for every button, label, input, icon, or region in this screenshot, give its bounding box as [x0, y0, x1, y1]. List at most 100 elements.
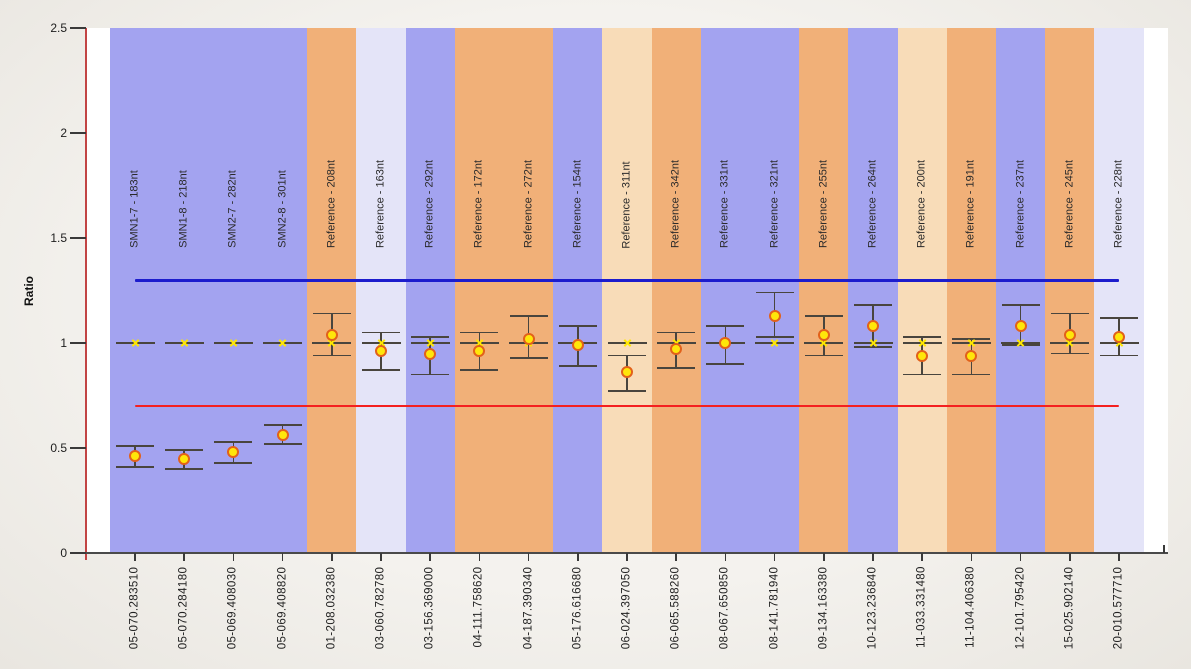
- y-tick-label: 2.5: [50, 21, 67, 35]
- expected-ratio-x-icon: [229, 339, 238, 348]
- x-axis-label: 04-111.758620: [472, 566, 485, 647]
- probe-band-blue: [110, 28, 161, 553]
- probe-label: Reference - 264nt: [866, 159, 879, 249]
- x-tick: [970, 553, 973, 561]
- error-bar-bottom-cap: [706, 363, 745, 365]
- data-point[interactable]: [424, 347, 437, 360]
- data-point[interactable]: [325, 328, 338, 341]
- data-point[interactable]: [965, 349, 978, 362]
- probe-label: SMN2-8 - 301nt: [276, 170, 289, 248]
- error-bar-bottom-cap: [1050, 352, 1089, 355]
- x-tick: [1069, 553, 1071, 561]
- x-tick: [478, 553, 481, 561]
- error-bar-bottom-cap: [116, 466, 154, 468]
- data-point[interactable]: [768, 309, 781, 322]
- probe-label: Reference - 191nt: [964, 159, 977, 249]
- y-tick: [70, 237, 86, 239]
- x-tick: [1019, 553, 1022, 561]
- probe-label: Reference - 163nt: [374, 159, 387, 249]
- x-tick: [429, 553, 431, 561]
- probe-label: Reference - 272nt: [522, 159, 535, 249]
- x-tick: [823, 553, 825, 561]
- y-tick-label: 0: [60, 546, 67, 560]
- probe-band-peach: [897, 28, 948, 553]
- expected-ratio-x-icon: [1016, 339, 1025, 348]
- expected-ratio-x-icon: [426, 339, 435, 348]
- error-bar-top-cap: [1100, 316, 1138, 319]
- probe-band-blue: [258, 28, 308, 553]
- probe-band-orange: [454, 28, 505, 553]
- probe-label: Reference - 342nt: [669, 159, 682, 249]
- x-tick: [331, 553, 333, 561]
- x-tick: [724, 553, 727, 561]
- x-axis-label: 01-208.032380: [325, 566, 338, 649]
- probe-label: Reference - 228nt: [1112, 159, 1125, 249]
- x-axis-label: 15-025.902140: [1063, 566, 1076, 649]
- expected-ratio-x-icon: [623, 339, 632, 348]
- x-tick: [872, 553, 874, 561]
- data-point[interactable]: [621, 366, 633, 379]
- data-point[interactable]: [817, 328, 830, 341]
- x-axis-label: 08-067.650850: [718, 566, 731, 649]
- probe-label: Reference - 237nt: [1014, 159, 1027, 249]
- probe-label: Reference - 321nt: [768, 159, 781, 249]
- data-point[interactable]: [276, 429, 289, 442]
- lower-threshold-line: [135, 404, 1119, 408]
- y-tick: [70, 447, 86, 449]
- x-tick: [134, 553, 136, 561]
- probe-band-orange: [1045, 28, 1095, 553]
- probe-label: Reference - 200nt: [915, 159, 928, 249]
- probe-band-blue: [208, 28, 259, 553]
- x-axis-label: 11-104.406380: [964, 566, 977, 648]
- x-axis-label: 05-070.284180: [177, 566, 190, 649]
- y-axis-line: [85, 28, 87, 560]
- x-axis-end-tick: [1163, 545, 1165, 553]
- error-bar-bottom-cap: [657, 367, 696, 370]
- probe-band-orange: [946, 28, 997, 553]
- x-tick: [232, 553, 235, 561]
- error-bar-bottom-cap: [755, 335, 794, 338]
- data-point[interactable]: [719, 337, 732, 349]
- probe-band-blue: [159, 28, 210, 553]
- probe-label: Reference - 255nt: [817, 159, 830, 249]
- data-point[interactable]: [867, 320, 879, 333]
- probe-label: Reference - 331nt: [718, 159, 731, 249]
- y-tick-label: 1.5: [50, 231, 67, 245]
- error-bar-top-cap: [657, 331, 696, 334]
- expected-ratio-x-icon: [967, 339, 976, 348]
- x-axis-label: 06-065.588260: [669, 566, 682, 649]
- error-bar-bottom-cap: [509, 356, 548, 359]
- data-point[interactable]: [1113, 330, 1125, 343]
- probe-band-lavender: [356, 28, 407, 553]
- expected-ratio-x-icon: [131, 339, 140, 348]
- data-point[interactable]: [670, 343, 683, 356]
- probe-band-blue: [750, 28, 800, 553]
- data-point[interactable]: [375, 345, 387, 358]
- data-point[interactable]: [473, 345, 486, 358]
- y-tick: [70, 552, 86, 554]
- x-axis-label: 05-069.408030: [226, 566, 239, 649]
- probe-label: Reference - 172nt: [472, 159, 485, 249]
- x-axis-label: 11-033.331480: [915, 566, 928, 648]
- data-point[interactable]: [522, 332, 535, 345]
- data-point[interactable]: [1014, 320, 1027, 333]
- probe-band-blue: [996, 28, 1046, 553]
- x-axis-label: 05-176.616680: [571, 566, 584, 649]
- data-point[interactable]: [227, 446, 240, 459]
- data-point[interactable]: [571, 339, 584, 352]
- expected-ratio-x-icon: [918, 339, 927, 348]
- x-tick: [675, 553, 677, 561]
- data-point[interactable]: [1063, 328, 1076, 341]
- x-tick: [626, 553, 628, 561]
- expected-ratio-x-icon: [770, 339, 779, 348]
- data-point[interactable]: [178, 452, 191, 465]
- error-bar-bottom-cap: [312, 354, 351, 357]
- probe-label: SMN1-8 - 218nt: [177, 170, 190, 248]
- probe-band-peach: [602, 28, 653, 553]
- probe-band-orange: [504, 28, 554, 553]
- x-axis-label: 09-134.163380: [817, 566, 830, 649]
- data-point[interactable]: [129, 450, 141, 463]
- x-axis-label: 08-141.781940: [768, 566, 781, 649]
- data-point[interactable]: [916, 349, 929, 362]
